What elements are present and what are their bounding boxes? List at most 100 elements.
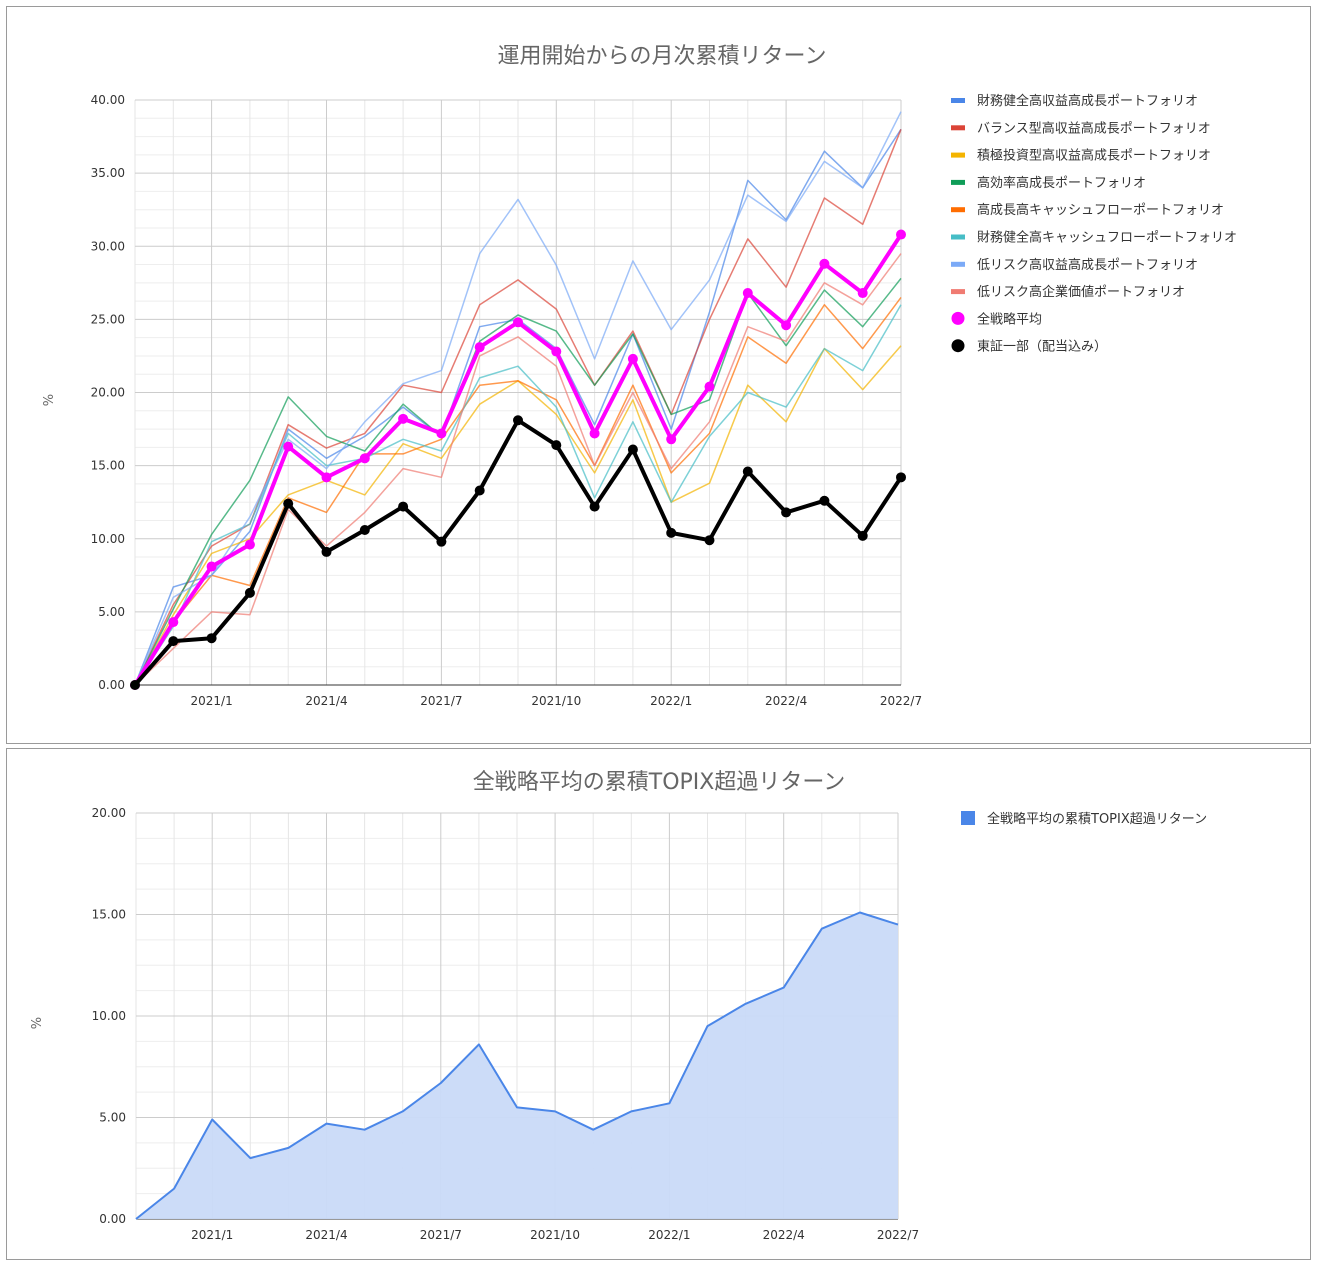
data-point [513, 317, 523, 328]
y-tick-label: 15.00 [92, 908, 126, 922]
data-point [857, 288, 868, 299]
legend-marker [951, 207, 965, 213]
legend-marker [951, 261, 965, 267]
data-point [321, 472, 332, 483]
legend-entry: 低リスク高収益高成長ポートフォリオ [977, 257, 1198, 273]
legend-marker [951, 311, 965, 325]
series-1 [135, 911, 899, 1220]
legend-marker [961, 811, 975, 825]
legend-marker [951, 152, 965, 158]
legend-entry: バランス型高収益高成長ポートフォリオ [977, 120, 1211, 136]
x-tick-label: 2022/1 [648, 1228, 690, 1242]
data-point [359, 453, 370, 464]
data-point [666, 434, 677, 445]
legend: 全戦略平均の累積TOPIX超過リターン [961, 811, 1207, 827]
series-9 [130, 229, 906, 690]
legend-entry: 財務健全高収益高成長ポートフォリオ [977, 93, 1198, 109]
data-point [627, 444, 638, 455]
area-fill [136, 912, 898, 1219]
data-point [244, 587, 255, 598]
data-point [513, 415, 523, 426]
legend-entry: 高成長高キャッシュフローポートフォリオ [977, 202, 1224, 218]
x-tick-label: 2021/7 [420, 1228, 462, 1242]
chart-title: 運用開始からの月次累積リターン [498, 44, 827, 69]
data-point [359, 524, 370, 535]
x-tick-label: 2022/7 [877, 1228, 919, 1242]
legend-entry: 東証一部（配当込み） [977, 339, 1107, 355]
series-5 [134, 296, 902, 686]
legend-marker [951, 289, 965, 295]
excess-return-chart: 全戦略平均の累積TOPIX超過リターン 0.00 5.00 10.00 15.00 20.… [30, 770, 1207, 1242]
data-point [244, 539, 255, 550]
data-point [398, 413, 409, 424]
y-tick-label: 25.00 [91, 312, 125, 326]
series-line [134, 296, 902, 686]
data-point [551, 440, 562, 451]
data-point [283, 498, 294, 509]
y-axis-label: % [30, 1017, 45, 1029]
y-tick-label: 0.00 [99, 1212, 126, 1226]
x-tick-label: 2021/7 [420, 694, 462, 708]
excess-return-chart-panel: 全戦略平均の累積TOPIX超過リターン 0.00 5.00 10.00 15.00 20.… [6, 748, 1311, 1260]
legend-marker [951, 234, 965, 240]
data-point [742, 288, 753, 299]
data-point [130, 680, 140, 690]
y-tick-label: 0.00 [98, 678, 125, 692]
cumulative-return-chart-panel: 運用開始からの月次累積リターン 0.00 5.00 10.00 15.00 20.00 25… [6, 6, 1311, 744]
legend: 財務健全高収益高成長ポートフォリオバランス型高収益高成長ポートフォリオ積極投資型… [951, 93, 1237, 355]
series-4 [134, 277, 902, 686]
series-line [134, 277, 902, 686]
data-point [589, 501, 600, 512]
legend-marker [951, 179, 965, 185]
series-line [134, 111, 902, 686]
legend-entry: 積極投資型高収益高成長ポートフォリオ [977, 148, 1211, 164]
data-point [589, 428, 600, 439]
y-tick-label: 20.00 [92, 806, 126, 820]
series-line [134, 253, 902, 686]
data-point [283, 441, 294, 452]
y-tick-label: 20.00 [91, 386, 125, 400]
data-point [551, 346, 562, 357]
data-point [474, 342, 485, 353]
y-tick-label: 35.00 [91, 166, 125, 180]
series-10 [130, 415, 906, 690]
data-point [627, 353, 638, 364]
y-axis-label: % [42, 394, 57, 406]
data-point [168, 636, 179, 647]
legend-entry: 高効率高成長ポートフォリオ [977, 175, 1146, 191]
legend-marker [951, 98, 965, 103]
y-tick-label: 15.00 [91, 459, 125, 473]
cumulative-return-chart: 運用開始からの月次累積リターン 0.00 5.00 10.00 15.00 20.00 25… [42, 44, 1237, 708]
series-8 [134, 253, 902, 686]
legend-marker [951, 125, 965, 131]
data-point [896, 472, 906, 483]
data-point [781, 320, 792, 331]
data-point [206, 561, 217, 572]
data-point [436, 536, 447, 547]
series-line [135, 911, 899, 1220]
y-tick-label: 5.00 [98, 605, 125, 619]
legend-entry: 財務健全高キャッシュフローポートフォリオ [977, 230, 1237, 246]
data-point [168, 617, 179, 628]
y-tick-label: 5.00 [99, 1111, 126, 1125]
x-tick-label: 2021/1 [190, 694, 232, 708]
data-point [206, 633, 217, 644]
legend-entry: 全戦略平均 [977, 311, 1042, 327]
data-point [704, 535, 715, 546]
data-point [819, 258, 830, 269]
y-tick-label: 40.00 [91, 93, 125, 107]
legend-marker [951, 339, 965, 353]
x-tick-label: 2022/1 [650, 694, 692, 708]
data-point [781, 507, 792, 518]
x-tick-label: 2021/10 [531, 694, 581, 708]
x-tick-label: 2022/4 [765, 694, 807, 708]
x-tick-label: 2022/7 [880, 694, 922, 708]
data-point [398, 501, 409, 512]
x-tick-label: 2022/4 [763, 1228, 805, 1242]
series-line [134, 304, 902, 686]
legend-entry: 低リスク高企業価値ポートフォリオ [977, 284, 1185, 300]
data-point [742, 466, 753, 477]
y-tick-label: 10.00 [91, 532, 125, 546]
legend-entry: 全戦略平均の累積TOPIX超過リターン [987, 811, 1207, 827]
y-tick-label: 10.00 [92, 1009, 126, 1023]
